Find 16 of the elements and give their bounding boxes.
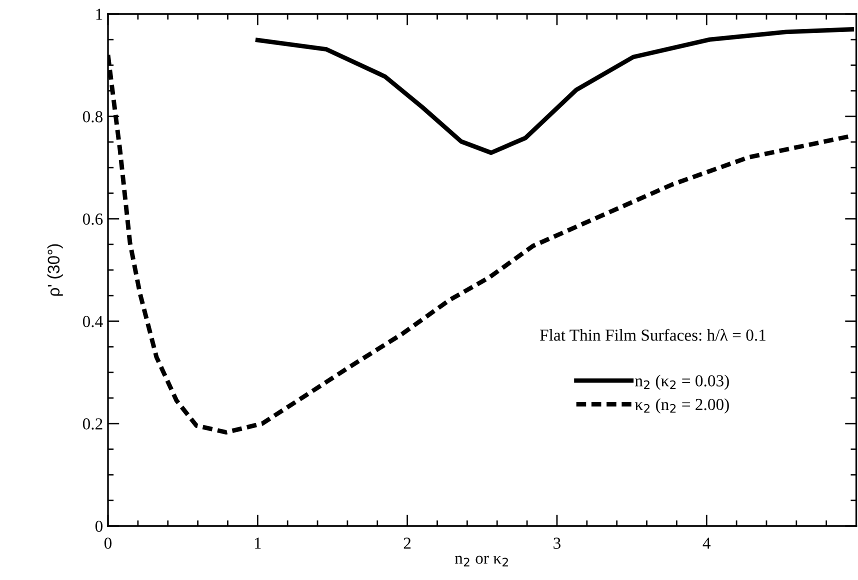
legend-label: κ$_{2}$ (n$_{2}$ = 2.00) (634, 398, 729, 414)
y-tick-label: 0 (95, 520, 103, 532)
y-tick-label: 0.8 (82, 111, 103, 122)
x-tick-label: 4 (702, 538, 711, 549)
legend-label: n$_{2}$ (κ$_{2}$ = 0.03) (635, 374, 729, 390)
y-tick-label: 0.2 (82, 418, 102, 430)
x-tick-label: 3 (554, 538, 560, 549)
x-axis-title: n$_{2}$ or κ$_{2}$ (454, 556, 508, 566)
x-tick-label: 1 (254, 538, 261, 549)
legend-title: Flat Thin Film Surfaces: h/λ = 0.1 (540, 328, 766, 341)
y-tick-label: 0.6 (82, 214, 103, 225)
x-tick-label: 2 (404, 538, 411, 549)
y-axis-title: ρ' (30°) (47, 244, 63, 296)
y-tick-label: 0.4 (82, 316, 103, 328)
y-tick-label: 1 (96, 8, 102, 20)
x-tick-label: 0 (104, 538, 112, 549)
